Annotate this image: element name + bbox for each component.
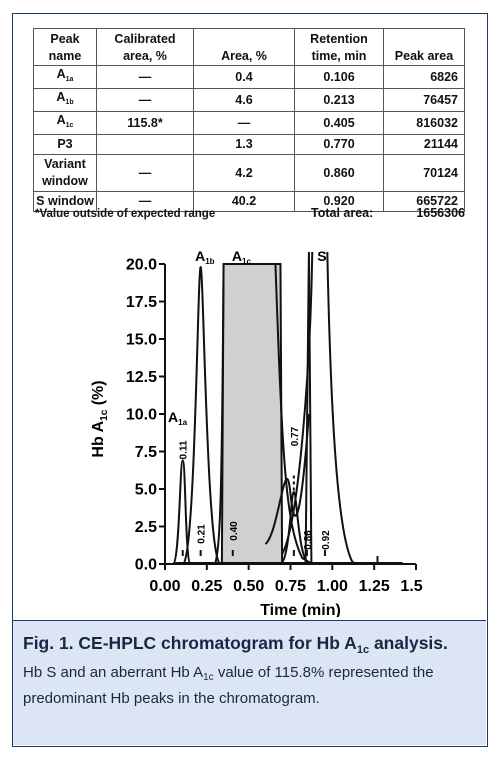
peak-area: 6826 (383, 65, 465, 89)
y-tick-label: 12.5 (126, 369, 157, 386)
x-tick-label: 0.00 (149, 578, 180, 595)
a1c-peak-area (220, 263, 284, 565)
retention-time: 0.106 (294, 65, 384, 89)
x-tick-label: 0.25 (191, 578, 222, 595)
area-percent: 4.2 (193, 154, 295, 192)
table-row: S window — 40.2 0.920 665722 (33, 191, 465, 212)
peak-area: 21144 (383, 134, 465, 155)
x-axis-title: Time (min) (260, 602, 341, 617)
retention-marker: 0.86 (303, 530, 314, 550)
peak-area: 70124 (383, 154, 465, 192)
x-tick-label: 1.25 (359, 578, 390, 595)
a1c-rise-curve (214, 263, 225, 565)
x-tick-label: 1.50 (400, 578, 423, 595)
total-area-value: 1656306 (416, 206, 465, 220)
s-rise-curve (281, 251, 314, 555)
peak-label-a1b: A1b (195, 248, 215, 266)
retention-time: 0.213 (294, 88, 384, 112)
chromatogram-chart: 0.0 2.5 5.0 7.5 10.0 12.5 15.0 17.5 20.0 0.00 0.25… (90, 248, 423, 617)
peak-area: 665722 (383, 191, 465, 212)
calibrated-area: — (96, 154, 194, 192)
area-percent: 0.4 (193, 65, 295, 89)
peak-name: A1c (33, 111, 97, 135)
peak-table: Peak name Calibrated area, % Area, % Ret… (33, 28, 465, 212)
retention-marker: 0.11 (179, 440, 190, 459)
total-area-label: Total area: (311, 206, 374, 220)
figure-caption: Fig. 1. CE-HPLC chromatogram for Hb A1c … (13, 620, 486, 745)
retention-time: 0.770 (294, 134, 384, 155)
retention-marker: 0.92 (321, 530, 332, 550)
peak-name: P3 (33, 134, 97, 155)
x-tick-label: 1.00 (317, 578, 348, 595)
retention-marker: 0.40 (229, 521, 240, 541)
peak-label-a1c: A1c (232, 248, 252, 266)
area-percent: 40.2 (193, 191, 295, 212)
retention-time: 0.860 (294, 154, 384, 192)
y-tick-label: 10.0 (126, 407, 157, 424)
header-retention-time: Retention time, min (294, 28, 384, 66)
retention-marker: 0.77 (290, 426, 301, 446)
peak-label-a1a: A1a (168, 409, 188, 427)
area-percent: — (193, 111, 295, 135)
retention-time: 0.920 (294, 191, 384, 212)
y-tick-label: 17.5 (126, 294, 157, 311)
table-row: A1b — 4.6 0.213 76457 (33, 88, 465, 112)
x-tick-label: 0.75 (275, 578, 306, 595)
p3-peak-curve (279, 490, 311, 565)
header-area: Area, % (193, 28, 295, 66)
retention-time: 0.405 (294, 111, 384, 135)
retention-marker: 0.21 (197, 524, 208, 544)
a1a-peak-curve (171, 459, 192, 565)
peak-area: 76457 (383, 88, 465, 112)
caption-body: Hb S and an aberrant Hb A1c value of 115… (23, 664, 434, 707)
peak-name: Variant window (33, 154, 97, 192)
table-row: P3 1.3 0.770 21144 (33, 134, 465, 155)
calibrated-area: — (96, 88, 194, 112)
header-calibrated-area: Calibrated area, % (96, 28, 194, 66)
y-axis-title: Hb A1c (%) (90, 380, 110, 457)
table-row: A1a — 0.4 0.106 6826 (33, 65, 465, 89)
variant-peak-curve (304, 251, 313, 565)
y-tick-label: 20.0 (126, 257, 157, 274)
header-peak-name: Peak name (33, 28, 97, 66)
table-row: A1c 115.8* — 0.405 816032 (33, 111, 465, 135)
figure-frame: Peak name Calibrated area, % Area, % Ret… (12, 13, 488, 747)
peak-label-s: S (317, 248, 326, 264)
peak-area: 816032 (383, 111, 465, 135)
a1b-peak-curve (181, 265, 222, 565)
table-footnote: *Value outside of expected range (35, 208, 216, 220)
area-percent: 1.3 (193, 134, 295, 155)
y-tick-label: 7.5 (135, 444, 157, 461)
s-tail-curve (326, 251, 358, 565)
y-tick-label: 5.0 (135, 482, 157, 499)
area-percent: 4.6 (193, 88, 295, 112)
header-peak-area: Peak area (383, 28, 465, 66)
y-tick-label: 15.0 (126, 332, 157, 349)
calibrated-area: 115.8* (96, 111, 194, 135)
peak-name: A1a (33, 65, 97, 89)
overlap-curve (264, 413, 310, 545)
table-row: Variant window — 4.2 0.860 70124 (33, 154, 465, 192)
peak-name: A1b (33, 88, 97, 112)
a1c-tail-curve (274, 263, 313, 565)
peak-name: S window (33, 191, 97, 212)
y-tick-label: 2.5 (135, 519, 157, 536)
calibrated-area (96, 134, 194, 155)
y-tick-label: 0.0 (135, 557, 157, 574)
calibrated-area: — (96, 65, 194, 89)
x-tick-label: 0.50 (233, 578, 264, 595)
caption-title: Fig. 1. CE-HPLC chromatogram for Hb A1c … (23, 633, 448, 656)
